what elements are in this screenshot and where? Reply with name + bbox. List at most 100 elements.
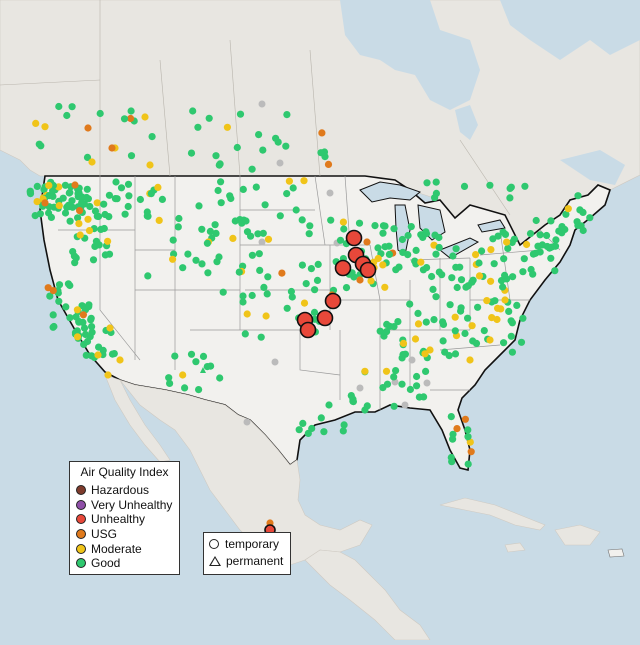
station-marker[interactable]: [295, 426, 303, 434]
station-marker[interactable]: [507, 183, 515, 191]
station-marker[interactable]: [243, 310, 251, 318]
station-marker[interactable]: [426, 346, 434, 354]
station-marker[interactable]: [451, 350, 460, 358]
station-marker[interactable]: [198, 225, 206, 233]
station-marker[interactable]: [503, 238, 511, 246]
station-marker[interactable]: [59, 194, 67, 202]
station-marker[interactable]: [79, 311, 87, 319]
station-marker[interactable]: [532, 216, 540, 225]
station-marker[interactable]: [547, 254, 555, 262]
station-marker[interactable]: [467, 448, 475, 456]
station-marker[interactable]: [49, 287, 57, 295]
station-marker[interactable]: [292, 206, 300, 214]
station-marker[interactable]: [223, 123, 231, 131]
station-marker[interactable]: [506, 194, 514, 202]
station-marker[interactable]: [26, 187, 34, 195]
station-marker[interactable]: [74, 189, 82, 198]
station-marker[interactable]: [299, 419, 307, 427]
station-marker[interactable]: [105, 191, 113, 199]
station-marker[interactable]: [124, 180, 133, 188]
station-marker[interactable]: [367, 277, 375, 285]
station-marker[interactable]: [55, 102, 63, 111]
station-marker[interactable]: [399, 248, 407, 256]
station-marker[interactable]: [264, 273, 272, 281]
station-marker[interactable]: [181, 384, 189, 392]
station-marker[interactable]: [184, 250, 192, 258]
station-marker[interactable]: [513, 301, 521, 309]
station-marker[interactable]: [259, 146, 267, 154]
station-marker[interactable]: [461, 415, 469, 423]
station-marker[interactable]: [423, 264, 431, 272]
station-marker[interactable]: [216, 374, 224, 382]
station-marker[interactable]: [414, 320, 423, 328]
station-marker[interactable]: [347, 392, 355, 400]
station-marker[interactable]: [383, 320, 391, 328]
station-marker[interactable]: [451, 313, 459, 321]
station-marker[interactable]: [87, 314, 95, 322]
station-marker[interactable]: [336, 236, 345, 244]
station-marker[interactable]: [313, 276, 322, 284]
station-marker[interactable]: [214, 186, 222, 195]
station-marker[interactable]: [517, 338, 526, 346]
station-marker[interactable]: [88, 328, 96, 336]
station-marker[interactable]: [472, 251, 480, 259]
station-marker[interactable]: [432, 178, 440, 186]
station-marker[interactable]: [85, 227, 94, 235]
station-marker[interactable]: [101, 210, 109, 219]
station-marker[interactable]: [475, 259, 483, 267]
station-marker[interactable]: [288, 293, 296, 301]
station-marker[interactable]: [66, 217, 74, 225]
station-marker[interactable]: [82, 351, 90, 359]
station-marker[interactable]: [195, 386, 203, 394]
station-marker[interactable]: [89, 256, 98, 264]
station-marker[interactable]: [382, 367, 391, 375]
station-marker[interactable]: [499, 283, 507, 291]
station-marker[interactable]: [158, 195, 166, 203]
station-marker[interactable]: [464, 460, 472, 468]
station-marker[interactable]: [446, 301, 454, 309]
station-marker[interactable]: [239, 298, 247, 306]
station-marker[interactable]: [519, 314, 527, 322]
station-marker[interactable]: [385, 250, 393, 258]
station-marker[interactable]: [505, 307, 513, 315]
station-marker[interactable]: [526, 230, 535, 238]
station-marker[interactable]: [448, 274, 456, 282]
station-marker[interactable]: [35, 140, 43, 148]
station-marker[interactable]: [392, 367, 400, 375]
station-marker[interactable]: [127, 152, 136, 160]
station-marker[interactable]: [146, 161, 154, 169]
station-marker[interactable]: [551, 267, 559, 275]
station-marker[interactable]: [466, 356, 474, 364]
station-marker[interactable]: [413, 382, 421, 390]
station-marker[interactable]: [49, 192, 57, 200]
station-marker[interactable]: [507, 317, 515, 325]
station-marker[interactable]: [401, 350, 409, 358]
station-marker[interactable]: [486, 336, 494, 344]
station-marker[interactable]: [116, 356, 124, 364]
station-marker[interactable]: [283, 190, 291, 198]
station-marker[interactable]: [317, 414, 325, 422]
station-marker[interactable]: [83, 337, 92, 346]
station-marker[interactable]: [371, 222, 379, 230]
station-marker[interactable]: [148, 133, 156, 141]
station-marker[interactable]: [390, 225, 398, 233]
station-marker[interactable]: [558, 229, 566, 237]
station-marker[interactable]: [374, 244, 382, 252]
station-marker[interactable]: [438, 271, 446, 279]
station-marker[interactable]: [339, 218, 347, 226]
station-marker[interactable]: [50, 322, 58, 331]
station-marker[interactable]: [456, 263, 464, 271]
station-marker[interactable]: [521, 182, 529, 190]
station-marker[interactable]: [219, 288, 227, 296]
station-marker[interactable]: [283, 111, 291, 119]
station-marker[interactable]: [41, 199, 49, 207]
station-marker[interactable]: [73, 306, 81, 314]
station-marker[interactable]: [104, 371, 112, 379]
station-marker[interactable]: [374, 254, 382, 263]
station-marker[interactable]: [189, 107, 197, 115]
station-marker[interactable]: [422, 318, 430, 326]
station-marker[interactable]: [121, 210, 129, 218]
station-marker[interactable]: [508, 273, 517, 281]
station-marker[interactable]: [423, 179, 431, 187]
station-marker[interactable]: [320, 428, 328, 436]
